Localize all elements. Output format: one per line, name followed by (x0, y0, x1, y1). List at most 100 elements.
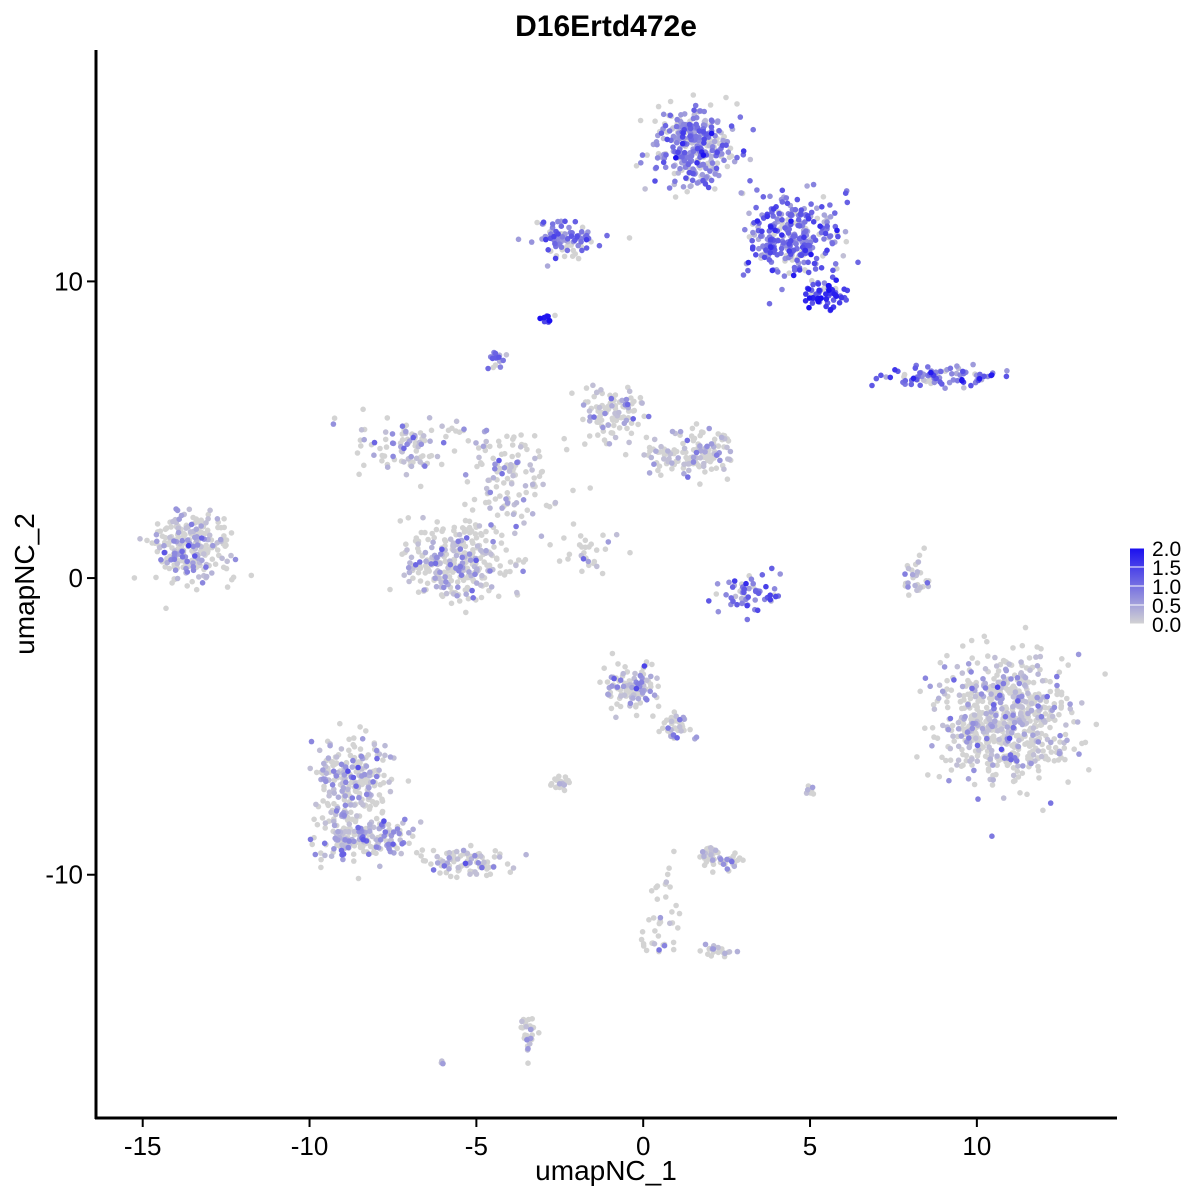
cell-point (346, 736, 352, 743)
cell-point (455, 538, 462, 545)
cell-point (1021, 682, 1028, 688)
cell-point (743, 580, 749, 587)
cell-point (193, 586, 200, 593)
cell-point (694, 180, 701, 186)
cell-point (520, 497, 527, 503)
cell-point (497, 364, 504, 370)
cell-point (954, 363, 960, 369)
cell-point (991, 738, 997, 745)
cell-point (655, 683, 661, 690)
cell-point (547, 542, 553, 548)
cell-point (483, 528, 489, 535)
cell-point (456, 568, 462, 574)
cell-point (420, 433, 427, 439)
cell-point (587, 485, 593, 491)
cell-point (623, 396, 630, 403)
cell-point (638, 936, 645, 943)
cell-point (583, 236, 590, 243)
cell-point (602, 405, 608, 411)
cell-point (433, 583, 440, 590)
cell-point (914, 754, 920, 760)
cell-point (496, 854, 503, 860)
cell-point (786, 248, 793, 254)
cell-point (1030, 679, 1037, 686)
cell-point (386, 845, 392, 852)
cell-point (350, 774, 357, 781)
cell-point (205, 548, 211, 554)
cell-point (1010, 765, 1017, 771)
cell-point (824, 247, 830, 254)
cell-point (499, 470, 505, 477)
cell-point (772, 593, 779, 600)
cell-point (892, 367, 898, 373)
cell-point (967, 758, 973, 764)
cell-point (710, 869, 716, 875)
cell-point (812, 237, 819, 243)
cell-point (425, 565, 431, 572)
cell-point (379, 452, 386, 459)
cell-point (417, 578, 424, 584)
cell-point (438, 551, 444, 557)
cell-point (313, 801, 319, 808)
cell-point (652, 118, 658, 124)
cell-point (841, 286, 847, 293)
cell-point (1007, 752, 1014, 758)
cell-point (658, 130, 665, 136)
cell-point (784, 200, 791, 207)
cell-point (198, 535, 205, 541)
cell-point (667, 884, 673, 890)
cell-point (823, 296, 830, 302)
cell-point (154, 538, 160, 545)
cell-point (798, 252, 805, 259)
cell-point (330, 762, 336, 769)
cell-point (359, 736, 366, 742)
cell-point (399, 437, 406, 443)
cell-point (373, 837, 380, 843)
cell-point (708, 130, 715, 137)
cell-point (669, 466, 675, 472)
cell-point (670, 163, 677, 169)
cell-point (754, 218, 761, 224)
cell-point (1019, 770, 1026, 776)
cell-point (429, 544, 435, 551)
cell-point (335, 828, 341, 835)
cell-point (333, 754, 340, 760)
cell-point (596, 404, 603, 411)
cell-point (429, 530, 436, 537)
cell-point (497, 493, 503, 499)
cell-point (492, 496, 499, 502)
cell-point (493, 529, 500, 535)
cell-point (834, 227, 840, 234)
cell-point (620, 683, 627, 690)
cell-point (680, 184, 687, 190)
cell-point (967, 695, 974, 702)
cell-point (570, 521, 577, 527)
cell-point (675, 455, 681, 461)
cell-point (663, 152, 669, 158)
cell-point (551, 233, 557, 240)
cell-point (1000, 795, 1007, 801)
cell-point (654, 896, 661, 902)
cell-point (432, 575, 438, 581)
y-axis-label: umapNC_2 (9, 513, 40, 655)
cell-point (232, 556, 239, 563)
cell-point (1022, 741, 1028, 747)
cell-point (190, 567, 197, 574)
cell-point (1009, 729, 1015, 736)
cell-point (448, 577, 455, 584)
cell-point (629, 400, 635, 407)
cell-point (448, 600, 455, 607)
cell-point (594, 563, 600, 570)
cell-point (483, 537, 489, 544)
cell-point (767, 592, 773, 598)
cell-point (379, 808, 386, 815)
cell-point (944, 652, 950, 659)
cell-point (499, 505, 505, 511)
cell-point (628, 420, 635, 427)
cell-point (426, 453, 433, 460)
cell-point (580, 416, 586, 423)
cell-point (137, 536, 143, 542)
cell-point (1006, 735, 1013, 742)
cell-point (905, 584, 911, 590)
cell-point (1079, 700, 1085, 706)
